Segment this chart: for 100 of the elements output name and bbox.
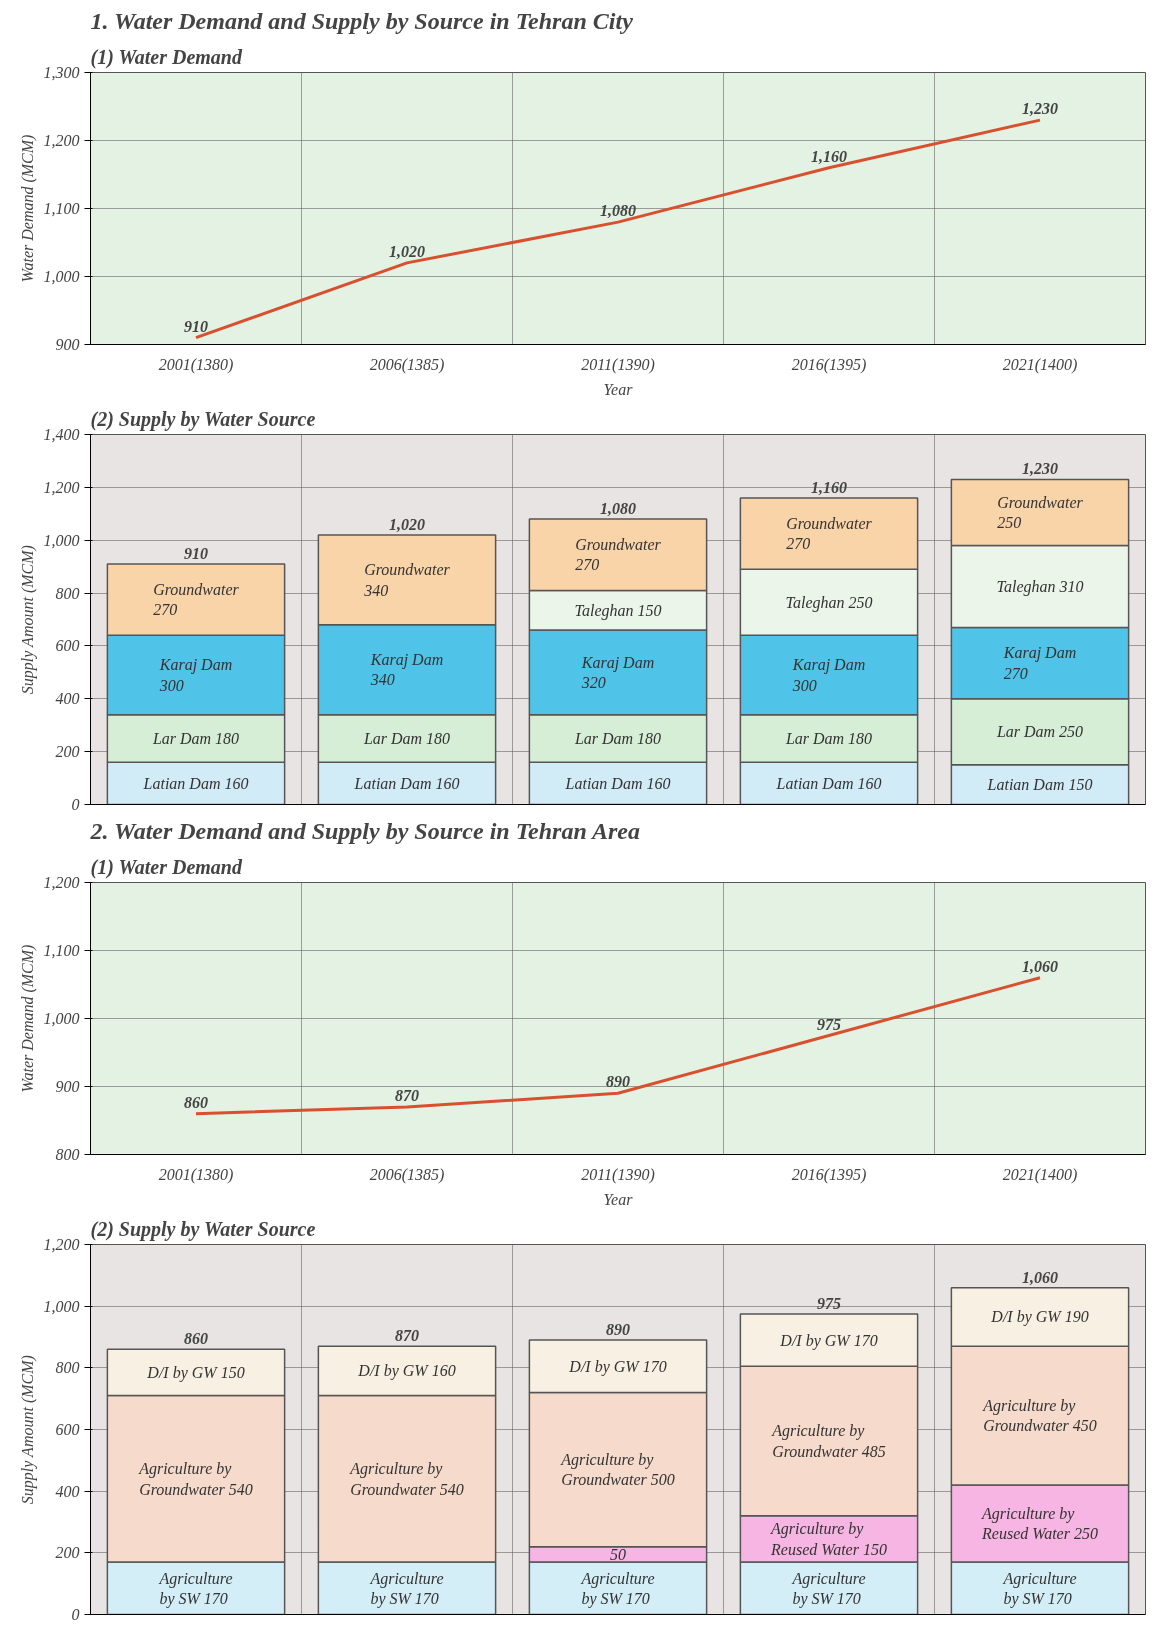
total-label: 1,230	[1022, 460, 1058, 478]
y-tick-label: 1,400	[43, 426, 80, 443]
y-tick-label: 1,000	[43, 268, 80, 285]
data-label: Agriculture by SW 170	[158, 1569, 233, 1608]
total-label: 870	[395, 1327, 419, 1345]
data-label: 50	[610, 1545, 626, 1563]
y-tick-label: 1,200	[43, 132, 80, 149]
data-label: Lar Dam 180	[573, 729, 662, 747]
x-tick-label: 2006(1385)	[369, 1165, 445, 1184]
x-tick-label: 2001(1380)	[158, 355, 234, 374]
data-label: Groundwater 270	[575, 536, 662, 574]
data-label: Agriculture by Groundwater 500	[560, 1450, 675, 1489]
chart-title: 1. Water Demand and Supply by Source in Tehran City	[90, 7, 634, 34]
data-label: Karaj Dam 270	[1002, 644, 1077, 682]
total-label: 860	[184, 1330, 208, 1348]
chart-title: 2. Water Demand and Supply by Source in Tehran Area	[89, 817, 640, 844]
x-tick-label: 2016(1395)	[791, 355, 867, 374]
data-label: 1,080	[600, 202, 636, 220]
data-label: Agriculture by SW 170	[791, 1569, 866, 1608]
total-label: 1,160	[811, 478, 847, 496]
y-tick-label: 400	[55, 1482, 80, 1500]
data-label: 860	[184, 1093, 208, 1111]
total-label: 910	[184, 545, 208, 562]
data-label: Lar Dam 180	[151, 729, 240, 747]
data-label: Karaj Dam 340	[369, 651, 444, 689]
data-label: Agriculture by SW 170	[369, 1569, 444, 1608]
data-label: Lar Dam 250	[995, 723, 1084, 741]
y-tick-label: 1,200	[43, 478, 80, 496]
total-label: 975	[817, 1294, 841, 1312]
data-label: Taleghan 250	[785, 593, 873, 612]
y-tick-label: 400	[55, 690, 80, 708]
x-tick-label: 2011(1390)	[581, 1165, 655, 1184]
data-label: Agriculture by Groundwater 485	[771, 1422, 886, 1460]
data-label: Latian Dam 160	[564, 774, 671, 792]
y-tick-label: 200	[55, 743, 80, 761]
data-label: D/I by GW 170	[779, 1331, 878, 1350]
data-label: Groundwater 250	[997, 493, 1084, 532]
chart-subtitle: (1) Water Demand	[90, 855, 243, 879]
y-axis-title: Supply Amount (MCM)	[18, 545, 37, 695]
data-label: Agriculture by Groundwater 450	[982, 1396, 1097, 1435]
y-axis-title: Water Demand (MCM)	[18, 944, 37, 1093]
x-tick-label: 2016(1395)	[791, 1165, 867, 1184]
data-label: Karaj Dam 320	[580, 653, 655, 692]
x-axis-title: Year	[603, 1190, 634, 1208]
total-label: 1,060	[1022, 1268, 1058, 1286]
total-label: 1,080	[600, 500, 636, 518]
data-label: Karaj Dam 300	[158, 656, 233, 694]
data-label: Latian Dam 160	[142, 774, 249, 792]
y-tick-label: 800	[55, 1359, 80, 1377]
x-tick-label: 2011(1390)	[581, 355, 655, 374]
data-label: Agriculture by SW 170	[580, 1569, 655, 1608]
data-label: Agriculture by Reused Water 250	[981, 1504, 1098, 1543]
y-tick-label: 600	[55, 637, 80, 655]
data-label: Taleghan 150	[574, 601, 662, 620]
y-tick-label: 1,000	[43, 1297, 80, 1315]
x-tick-label: 2001(1380)	[158, 1165, 234, 1184]
data-label: Agriculture by Groundwater 540	[349, 1460, 464, 1498]
x-tick-label: 2006(1385)	[369, 355, 445, 374]
data-label: D/I by GW 160	[357, 1362, 456, 1381]
data-label: 1,020	[389, 242, 425, 260]
y-tick-label: 600	[55, 1421, 80, 1438]
data-label: 870	[395, 1086, 419, 1104]
data-label: Groundwater 270	[153, 580, 240, 619]
data-label: Latian Dam 150	[986, 776, 1093, 794]
chart-title: (2) Supply by Water Source	[90, 407, 316, 431]
y-tick-label: 1,200	[43, 1236, 80, 1253]
y-tick-label: 900	[55, 1078, 80, 1095]
data-label: D/I by GW 190	[990, 1308, 1089, 1327]
y-tick-label: 0	[71, 796, 80, 813]
y-tick-label: 1,100	[43, 942, 80, 959]
y-tick-label: 900	[55, 336, 80, 353]
data-label: Agriculture by Groundwater 540	[138, 1460, 253, 1498]
total-label: 1,020	[389, 515, 425, 533]
data-label: D/I by GW 170	[568, 1357, 667, 1376]
y-tick-label: 1,000	[43, 531, 80, 549]
data-label: 1,060	[1022, 957, 1058, 975]
data-label: Karaj Dam 300	[791, 656, 866, 694]
y-tick-label: 800	[55, 584, 80, 602]
y-axis-title: Water Demand (MCM)	[18, 134, 37, 283]
data-label: 1,230	[1022, 100, 1058, 118]
y-tick-label: 0	[71, 1606, 80, 1623]
data-label: 975	[817, 1015, 841, 1033]
data-label: Groundwater 270	[786, 514, 873, 553]
data-label: Lar Dam 180	[362, 729, 451, 747]
y-tick-label: 1,200	[43, 874, 80, 891]
x-tick-label: 2021(1400)	[1002, 355, 1078, 374]
data-label: Latian Dam 160	[775, 774, 882, 792]
x-axis-title: Year	[603, 380, 634, 398]
data-label: 910	[184, 317, 208, 335]
data-label: Lar Dam 180	[784, 729, 873, 747]
data-label: Latian Dam 160	[353, 774, 460, 792]
y-tick-label: 1,100	[43, 200, 80, 217]
data-label: Groundwater 340	[363, 561, 451, 599]
data-label: Agriculture by SW 170	[1002, 1569, 1077, 1608]
y-axis-title: Supply Amount (MCM)	[18, 1355, 37, 1505]
chart-title: (2) Supply by Water Source	[90, 1217, 316, 1241]
data-label: 890	[606, 1073, 630, 1091]
y-tick-label: 200	[55, 1544, 80, 1562]
x-tick-label: 2021(1400)	[1002, 1165, 1078, 1184]
y-tick-label: 1,000	[43, 1010, 80, 1027]
